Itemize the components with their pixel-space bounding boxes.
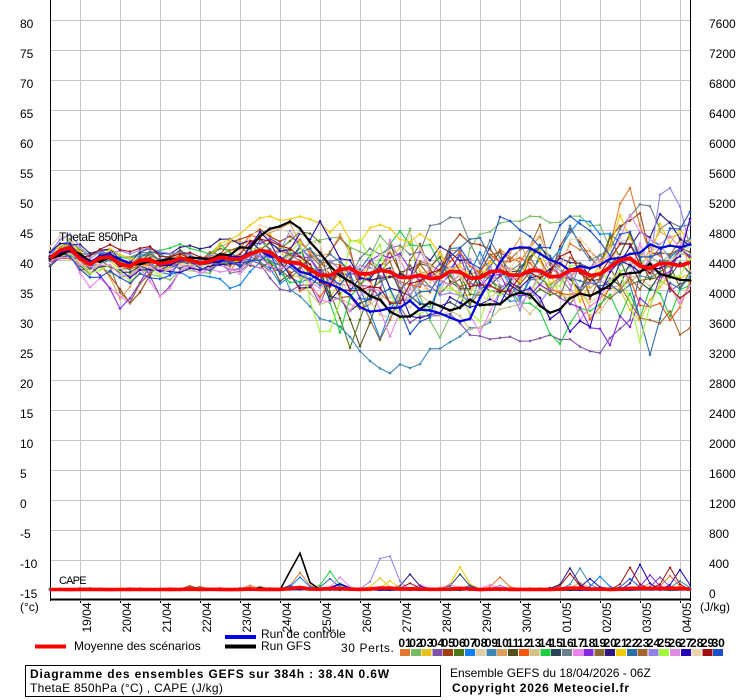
svg-text:40: 40 [20, 257, 34, 271]
svg-text:28: 28 [690, 636, 704, 650]
svg-text:01: 01 [398, 636, 412, 650]
svg-text:45: 45 [20, 227, 34, 241]
svg-text:6400: 6400 [709, 107, 736, 121]
svg-text:Moyenne des scénarios: Moyenne des scénarios [74, 639, 201, 653]
svg-text:65: 65 [20, 107, 34, 121]
svg-text:-5: -5 [20, 527, 31, 541]
svg-text:13: 13 [528, 636, 542, 650]
svg-text:25/04: 25/04 [320, 602, 334, 632]
svg-text:10: 10 [496, 636, 510, 650]
svg-text:27: 27 [679, 636, 693, 650]
svg-text:18: 18 [582, 636, 596, 650]
svg-text:07: 07 [463, 636, 477, 650]
svg-text:2400: 2400 [709, 407, 736, 421]
svg-text:4400: 4400 [709, 257, 736, 271]
svg-text:08: 08 [474, 636, 488, 650]
svg-text:11: 11 [507, 636, 520, 650]
svg-text:3200: 3200 [709, 347, 736, 361]
svg-text:25: 25 [658, 636, 672, 650]
svg-text:25: 25 [20, 347, 34, 361]
svg-text:24: 24 [647, 636, 661, 650]
svg-text:1200: 1200 [709, 497, 736, 511]
svg-text:16: 16 [560, 636, 574, 650]
svg-text:19/04: 19/04 [80, 602, 94, 632]
svg-text:(°c): (°c) [20, 600, 39, 614]
svg-text:6800: 6800 [709, 77, 736, 91]
svg-text:22: 22 [625, 636, 639, 650]
svg-text:Copyright 2026 Meteociel.fr: Copyright 2026 Meteociel.fr [452, 681, 630, 695]
svg-text:01/05: 01/05 [560, 602, 574, 632]
svg-text:04: 04 [431, 636, 445, 650]
svg-text:06: 06 [452, 636, 466, 650]
svg-text:Run de contrôle: Run de contrôle [261, 627, 346, 641]
svg-text:3600: 3600 [709, 317, 736, 331]
svg-text:22/04: 22/04 [200, 602, 214, 632]
svg-text:2000: 2000 [709, 437, 736, 451]
svg-text:50: 50 [20, 197, 34, 211]
svg-text:21: 21 [614, 636, 628, 650]
svg-text:29: 29 [701, 636, 715, 650]
svg-text:23: 23 [636, 636, 650, 650]
svg-text:03/05: 03/05 [640, 602, 654, 632]
svg-text:23/04: 23/04 [240, 602, 254, 632]
svg-text:20: 20 [604, 636, 618, 650]
svg-text:2800: 2800 [709, 377, 736, 391]
svg-text:05: 05 [442, 636, 456, 650]
svg-text:02: 02 [409, 636, 423, 650]
svg-text:29/04: 29/04 [480, 602, 494, 632]
svg-text:5200: 5200 [709, 197, 736, 211]
svg-text:24/04: 24/04 [280, 602, 294, 632]
svg-text:20: 20 [20, 377, 34, 391]
svg-text:10: 10 [20, 437, 34, 451]
svg-text:6000: 6000 [709, 137, 736, 151]
svg-text:1600: 1600 [709, 467, 736, 481]
svg-text:21/04: 21/04 [160, 602, 174, 632]
svg-text:09: 09 [485, 636, 499, 650]
svg-text:ThetaE 850hPa: ThetaE 850hPa [59, 230, 138, 244]
svg-text:30: 30 [20, 317, 34, 331]
svg-text:14: 14 [539, 636, 553, 650]
svg-text:0: 0 [709, 587, 716, 601]
svg-text:ThetaE 850hPa (°C) , CAPE (J/k: ThetaE 850hPa (°C) , CAPE (J/kg) [30, 681, 223, 695]
svg-text:5: 5 [20, 467, 27, 481]
svg-text:4000: 4000 [709, 287, 736, 301]
svg-text:30 Perts.: 30 Perts. [341, 641, 394, 655]
svg-text:30: 30 [712, 636, 726, 650]
svg-text:7200: 7200 [709, 47, 736, 61]
svg-text:(J/kg): (J/kg) [700, 600, 730, 614]
svg-text:-15: -15 [20, 587, 38, 601]
svg-text:03: 03 [420, 636, 434, 650]
svg-text:55: 55 [20, 167, 34, 181]
svg-text:CAPE: CAPE [59, 575, 86, 587]
svg-text:5600: 5600 [709, 167, 736, 181]
svg-text:4800: 4800 [709, 227, 736, 241]
svg-text:-10: -10 [20, 557, 38, 571]
svg-text:Diagramme des ensembles GEFS s: Diagramme des ensembles GEFS sur 384h : … [30, 667, 390, 681]
svg-text:28/04: 28/04 [440, 602, 454, 632]
svg-text:0: 0 [20, 497, 27, 511]
svg-text:15: 15 [550, 636, 564, 650]
svg-text:12: 12 [517, 636, 531, 650]
svg-text:17: 17 [571, 636, 585, 650]
svg-text:75: 75 [20, 47, 34, 61]
svg-text:400: 400 [709, 557, 729, 571]
svg-text:30/04: 30/04 [520, 602, 534, 632]
svg-text:02/05: 02/05 [600, 602, 614, 632]
svg-text:04/05: 04/05 [680, 602, 694, 632]
svg-text:19: 19 [593, 636, 607, 650]
svg-text:60: 60 [20, 137, 34, 151]
svg-text:20/04: 20/04 [120, 602, 134, 632]
svg-text:800: 800 [709, 527, 729, 541]
svg-text:80: 80 [20, 17, 34, 31]
svg-text:Run GFS: Run GFS [261, 639, 311, 653]
svg-text:15: 15 [20, 407, 34, 421]
svg-text:35: 35 [20, 287, 34, 301]
svg-text:26/04: 26/04 [360, 602, 374, 632]
svg-text:27/04: 27/04 [400, 602, 414, 632]
svg-text:70: 70 [20, 77, 34, 91]
svg-text:Ensemble GEFS du 18/04/2026 -: Ensemble GEFS du 18/04/2026 - 06Z [450, 666, 651, 680]
svg-text:26: 26 [668, 636, 682, 650]
svg-text:7600: 7600 [709, 17, 736, 31]
